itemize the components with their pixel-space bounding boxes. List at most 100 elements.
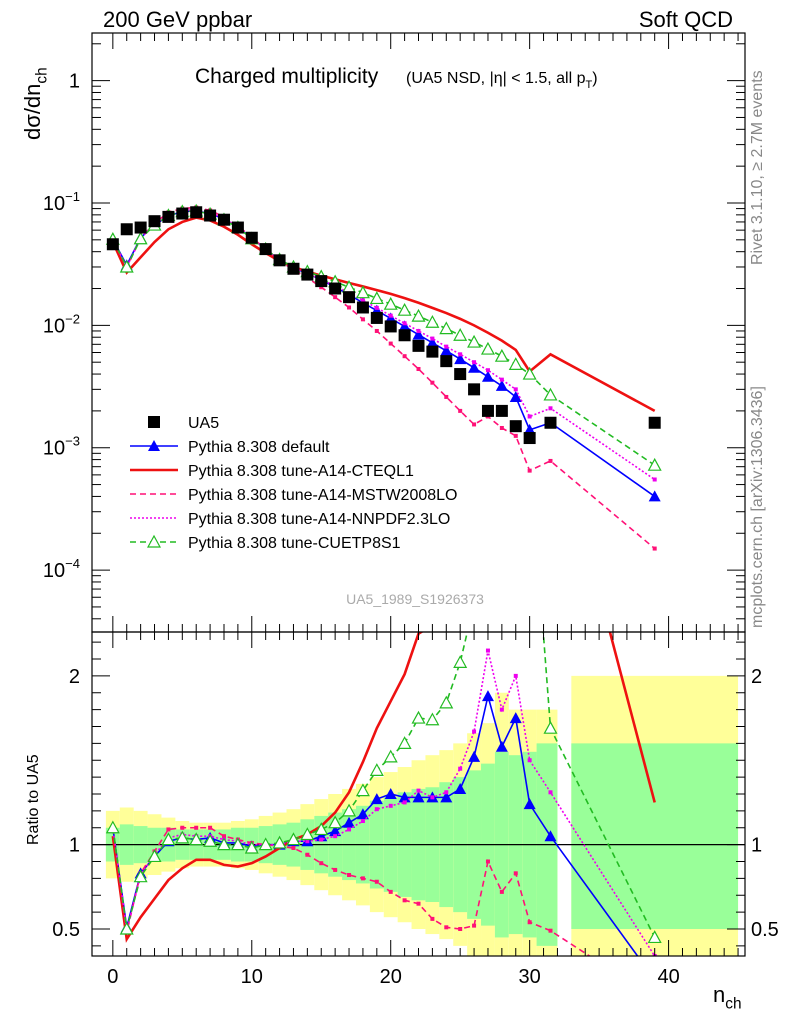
ratio-y-tick-label-right: 2 [751, 666, 762, 688]
ratio-y-tick-label-left: 0.5 [52, 919, 80, 941]
ratio-data-point [314, 822, 329, 836]
main-data-point [494, 348, 509, 362]
main-data-point [495, 379, 508, 391]
legend-swatch-marker [148, 440, 160, 451]
ratio-data-point [333, 867, 338, 872]
legend-label: Pythia 8.308 tune-A14-MSTW2008LO [188, 487, 457, 504]
main-data-point [402, 354, 407, 359]
main-data-point [397, 302, 412, 316]
ratio-data-point [453, 655, 468, 668]
ratio-data-point [189, 832, 204, 846]
ratio-data-point [291, 846, 296, 850]
ratio-data-point [402, 800, 407, 805]
main-data-point [416, 328, 421, 333]
main-data-point [119, 259, 134, 273]
ratio-x-tick-label: 20 [380, 966, 402, 988]
ratio-data-point [360, 876, 365, 881]
main-data-point [513, 433, 518, 438]
ratio-data-point [416, 901, 421, 906]
main-data-point [356, 301, 369, 314]
ratio-data-point [105, 820, 120, 834]
ratio-data-point [472, 923, 477, 928]
ratio-x-tick-label: 10 [241, 966, 263, 988]
main-data-point [425, 315, 440, 328]
ratio-data-point [388, 803, 393, 808]
ratio-data-point [343, 816, 356, 828]
main-data-point [444, 394, 449, 399]
main-data-point [259, 243, 272, 256]
main-data-point [383, 296, 398, 310]
ratio-data-point [342, 803, 357, 817]
ratio-x-tick-label: 0 [107, 966, 118, 988]
ratio-data-point [194, 825, 199, 830]
ratio-data-point [499, 707, 504, 712]
ratio-data-point [319, 837, 324, 842]
ratio-data-point [454, 782, 467, 794]
ratio-data-point [485, 859, 490, 864]
ratio-data-point [119, 921, 134, 935]
main-data-point [374, 305, 379, 310]
main-data-point [426, 336, 439, 348]
legend-swatch-marker [146, 534, 162, 548]
main-data-point [440, 355, 453, 368]
main-y-tick-label: 10−3 [43, 434, 80, 460]
main-series-layer [105, 203, 662, 551]
main-data-point [647, 457, 662, 471]
ratio-data-point [411, 710, 426, 724]
ratio-data-point [481, 690, 494, 702]
main-data-point [480, 341, 495, 355]
main-data-point [360, 317, 365, 322]
main-data-point [439, 321, 454, 335]
ratio-data-point [653, 996, 657, 1000]
main-data-point [499, 377, 504, 382]
main-data-point [523, 432, 536, 445]
main-data-point [509, 390, 522, 402]
ratio-y-tick-label-right: 0.5 [751, 919, 779, 941]
main-data-point [355, 285, 370, 299]
main-data-point [411, 308, 426, 322]
main-y-tick-label: 10−4 [43, 556, 80, 582]
ratio-data-point [482, 467, 494, 478]
stat-uncertainty-band [571, 743, 739, 929]
main-data-point [453, 328, 468, 341]
ratio-data-point [221, 834, 226, 839]
ratio-data-point [258, 837, 273, 851]
ratio-data-point [175, 830, 190, 844]
ratio-data-point [444, 790, 449, 795]
main-data-point [402, 321, 407, 326]
ratio-data-point [133, 869, 148, 883]
main-data-point [444, 344, 449, 349]
main-data-point [398, 329, 411, 342]
ratio-axes: 0 10 20 30 40 0.5 0.5 1 1 2 2 [52, 632, 779, 988]
legend-label: UA5 [188, 415, 219, 432]
main-data-point [134, 221, 147, 234]
main-data-point [176, 207, 189, 220]
main-data-point [467, 334, 482, 348]
ratio-data-point [347, 873, 352, 877]
main-data-point [527, 468, 532, 473]
main-data-point [106, 238, 119, 251]
main-data-point [499, 425, 504, 430]
main-data-point [120, 223, 133, 236]
main-data-point [426, 345, 439, 358]
ratio-data-point [147, 849, 162, 863]
ratio-data-point [510, 467, 522, 478]
ratio-data-point [305, 852, 310, 857]
ratio-data-point [319, 861, 324, 866]
main-data-point [370, 311, 383, 324]
ratio-data-point [388, 889, 393, 894]
ratio-data-point [439, 695, 454, 709]
ratio-data-point [440, 791, 453, 803]
ratio-data-point [347, 827, 352, 832]
ratio-data-point [527, 758, 532, 763]
ratio-x-tick-label: 30 [519, 966, 541, 988]
ratio-data-point [647, 930, 662, 944]
header-left-label: 200 GeV ppbar [103, 7, 252, 32]
ratio-data-point [300, 827, 315, 841]
main-data-point [548, 406, 553, 411]
ratio-series-layer [105, 467, 662, 1000]
ratio-data-point [496, 535, 508, 546]
ratio-series [111, 632, 656, 943]
main-data-point [652, 477, 657, 482]
ratio-data-point [161, 832, 176, 846]
